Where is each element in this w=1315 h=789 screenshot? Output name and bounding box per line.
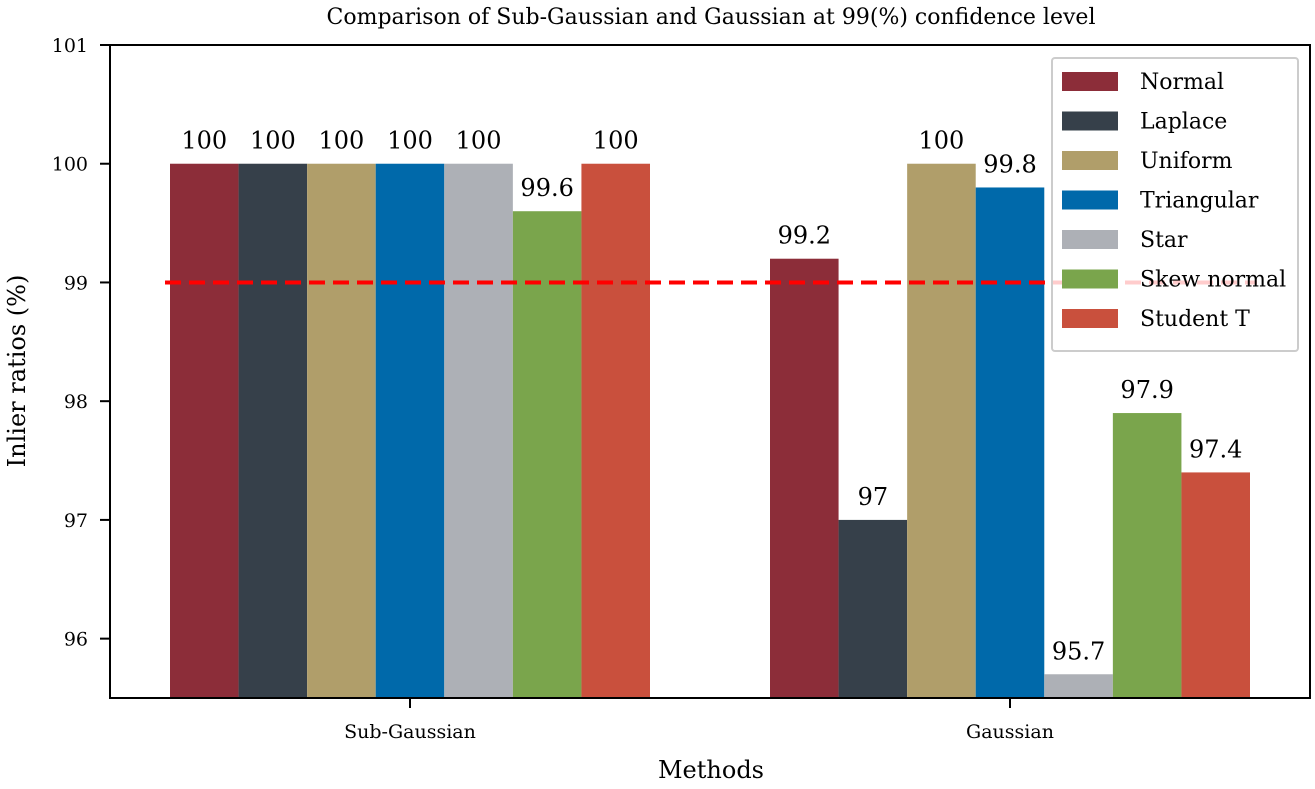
legend-swatch (1062, 190, 1118, 210)
bar-value-label: 95.7 (1052, 637, 1105, 665)
legend-swatch (1062, 111, 1118, 131)
bar-triangular-gaussian (975, 187, 1045, 699)
bar-value-label: 100 (250, 127, 296, 155)
bar-skew-normal-gaussian (1112, 413, 1182, 698)
legend-swatch (1062, 309, 1118, 328)
x-axis: Sub-Gaussian Gaussian (344, 698, 1054, 743)
y-tick-label: 99 (64, 272, 88, 294)
bar-value-label: 100 (456, 127, 502, 155)
legend-label: Star (1140, 228, 1188, 253)
bar-student-t-gaussian (1181, 472, 1250, 698)
bar-value-label: 97.9 (1120, 376, 1173, 404)
y-tick-label: 97 (64, 510, 88, 532)
bar-uniform-gaussian (907, 163, 976, 698)
bar-value-label: 100 (319, 127, 365, 155)
bar-uniform-sub-gaussian (307, 163, 376, 698)
bar-value-label: 99.6 (520, 174, 573, 202)
bar-star-gaussian (1044, 674, 1113, 698)
y-axis-label: Inlier ratios (%) (3, 275, 31, 468)
legend-label: Normal (1140, 70, 1224, 95)
legend-swatch (1062, 72, 1118, 91)
chart-title: Comparison of Sub-Gaussian and Gaussian … (327, 5, 1096, 30)
bar-value-label: 100 (919, 127, 965, 155)
x-tick-label: Sub-Gaussian (344, 721, 476, 743)
bar-student-t-sub-gaussian (581, 163, 650, 698)
bar-normal-sub-gaussian (170, 163, 239, 698)
bar-skew-normal-sub-gaussian (512, 211, 582, 698)
bar-triangular-sub-gaussian (375, 163, 445, 698)
bar-laplace-gaussian (838, 519, 908, 698)
bars-group (170, 163, 1250, 699)
legend-swatch (1062, 151, 1118, 170)
bar-value-label: 99.8 (983, 150, 1036, 178)
legend-swatch (1062, 269, 1118, 289)
bar-value-label: 100 (181, 127, 227, 155)
bar-labels-group: 100 99.2 100 97 100 100 100 99.8 100 95.7 99.6 97.9… (181, 127, 1242, 666)
y-tick-label: 101 (52, 35, 88, 57)
bar-value-label: 99.2 (778, 222, 831, 250)
bar-normal-gaussian (770, 258, 839, 698)
bar-star-sub-gaussian (444, 163, 513, 698)
legend-label: Skew normal (1140, 268, 1286, 293)
bar-laplace-sub-gaussian (238, 163, 308, 698)
legend-swatch (1062, 230, 1118, 249)
bar-value-label: 100 (387, 127, 433, 155)
legend-label: Laplace (1140, 110, 1227, 135)
bar-value-label: 100 (593, 127, 639, 155)
legend-label: Uniform (1140, 149, 1233, 174)
x-axis-label: Methods (658, 756, 764, 784)
y-axis: 96 97 98 99 100 101 (52, 35, 110, 651)
legend-label: Student T (1140, 307, 1250, 332)
y-tick-label: 100 (52, 154, 88, 176)
bar-value-label: 97 (858, 483, 889, 511)
legend: Normal Laplace Uniform Triangular Star Skew n… (1051, 57, 1299, 352)
bar-value-label: 97.4 (1189, 435, 1242, 463)
x-tick-label: Gaussian (966, 721, 1054, 743)
plot-frame (109, 44, 1311, 699)
y-tick-label: 98 (64, 391, 88, 413)
y-tick-label: 96 (64, 629, 88, 651)
legend-label: Triangular (1140, 189, 1259, 214)
